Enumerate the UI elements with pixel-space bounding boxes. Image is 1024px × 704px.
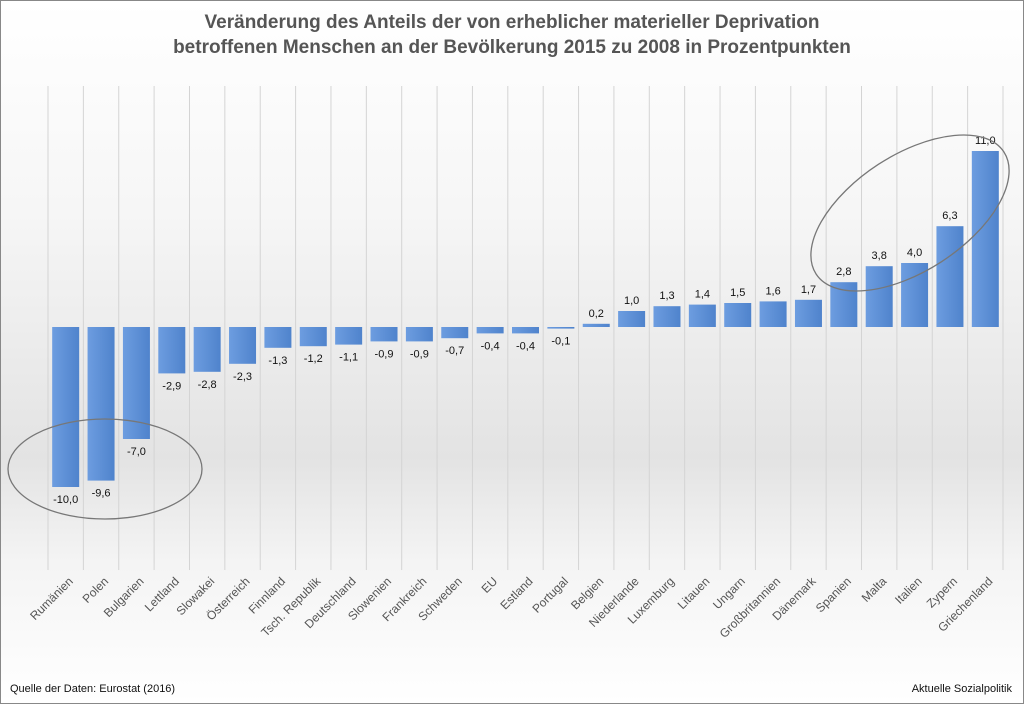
- bar: [52, 327, 80, 487]
- bar: [653, 306, 681, 327]
- data-label: -2,9: [162, 380, 181, 392]
- publisher-note: Aktuelle Sozialpolitik: [911, 683, 1012, 695]
- data-label: 1,4: [695, 289, 710, 301]
- bar: [87, 327, 115, 481]
- data-label: -1,1: [339, 352, 358, 364]
- data-label: 2,8: [836, 266, 851, 278]
- bar: [759, 301, 787, 327]
- bar: [618, 311, 646, 327]
- data-label: -7,0: [127, 446, 146, 458]
- bar: [441, 327, 469, 339]
- category-label: Spanien: [813, 574, 854, 615]
- bar: [512, 327, 539, 334]
- category-label: Litauen: [675, 574, 713, 612]
- data-label: 1,0: [624, 295, 639, 307]
- bar: [299, 327, 327, 347]
- data-label: -0,7: [445, 345, 464, 357]
- bar: [264, 327, 292, 348]
- source-note: Quelle der Daten: Eurostat (2016): [10, 683, 176, 695]
- bar: [830, 282, 858, 327]
- bar: [158, 327, 186, 374]
- bar: [724, 303, 752, 327]
- data-label: 1,7: [801, 284, 816, 296]
- category-label: Italien: [892, 574, 925, 607]
- bar: [865, 266, 893, 327]
- category-label: Polen: [80, 574, 112, 606]
- bar: [794, 299, 822, 327]
- data-label: -2,8: [198, 379, 217, 391]
- bar: [547, 327, 575, 329]
- data-label: -0,4: [481, 340, 500, 352]
- bar: [405, 327, 433, 342]
- data-label: -9,6: [92, 488, 111, 500]
- bar: [122, 327, 150, 439]
- data-label: 11,0: [975, 135, 996, 147]
- bar: [229, 327, 257, 364]
- data-label: -0,9: [410, 348, 429, 360]
- category-label: Portugal: [529, 574, 571, 616]
- bar: [370, 327, 398, 342]
- data-label: 4,0: [907, 247, 922, 259]
- data-label: 3,8: [872, 250, 887, 262]
- highlight-ellipse-left: [7, 418, 203, 520]
- data-label: -0,1: [551, 336, 570, 348]
- data-label: -0,4: [516, 340, 535, 352]
- chart-title: Veränderung des Anteils der von erheblic…: [0, 10, 1024, 60]
- bar: [335, 327, 363, 345]
- highlight-ellipse-right: [810, 134, 1010, 292]
- title-line-2: betroffenen Menschen an der Bevölkerung …: [173, 37, 851, 58]
- bar: [936, 226, 964, 327]
- data-label: -2,3: [233, 371, 252, 383]
- data-label: -1,3: [268, 355, 287, 367]
- bar: [582, 323, 610, 327]
- data-label: -10,0: [53, 494, 78, 506]
- data-label: 1,6: [765, 285, 780, 297]
- bar: [193, 327, 221, 372]
- bar: [476, 327, 504, 334]
- bar: [688, 304, 716, 327]
- category-label: EU: [479, 574, 501, 596]
- bar: [901, 263, 929, 327]
- data-label: 1,5: [730, 287, 745, 299]
- category-label: Rumänien: [27, 574, 76, 623]
- data-label: 6,3: [942, 210, 957, 222]
- title-line-1: Veränderung des Anteils der von erheblic…: [204, 12, 820, 33]
- bar: [971, 151, 999, 327]
- data-label: -1,2: [304, 353, 323, 365]
- category-label: Malta: [859, 574, 890, 605]
- data-label: 1,3: [659, 290, 674, 302]
- data-label: 0,2: [589, 308, 604, 320]
- data-label: -0,9: [375, 348, 394, 360]
